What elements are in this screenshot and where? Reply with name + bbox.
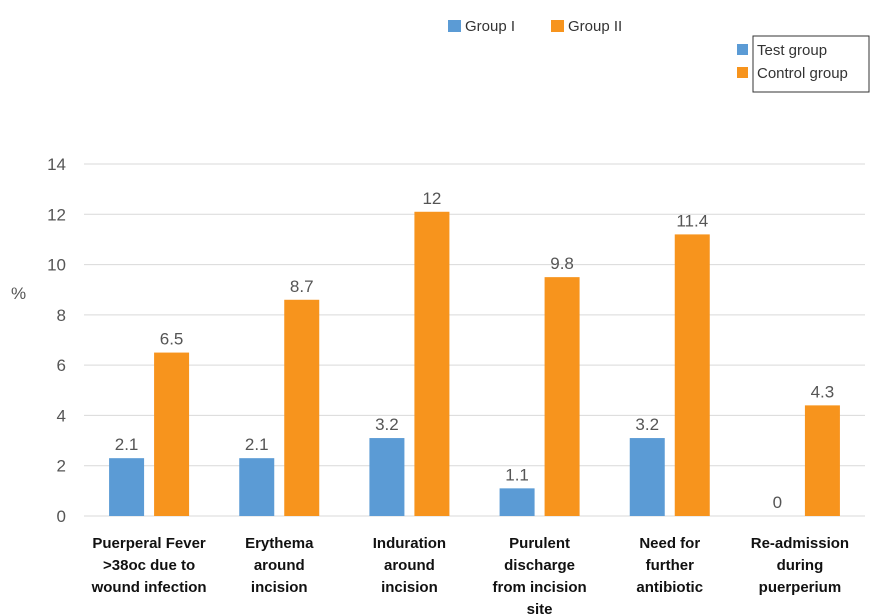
category-label-line: Erythema [245, 535, 314, 552]
y-axis-ticks: 0 2 4 6 8 10 12 14 [47, 155, 66, 526]
category-label-line: during [777, 557, 824, 574]
y-tick-label: 14 [47, 155, 66, 174]
data-label: 8.7 [290, 277, 314, 296]
bars [109, 211, 840, 516]
data-label: 0 [773, 493, 782, 512]
bar-group-1-2 [369, 438, 405, 516]
data-label: 9.8 [550, 254, 574, 273]
bar-group-2-5 [804, 405, 840, 516]
data-label: 1.1 [505, 465, 529, 484]
y-axis-label: % [11, 284, 26, 303]
legend-swatch-group-1 [448, 20, 461, 32]
bar-group-2-4 [674, 234, 710, 516]
bar-group-2-3 [544, 277, 580, 516]
bar-group-1-4 [629, 438, 665, 516]
legend-label-group-1: Group I [465, 18, 515, 35]
category-labels: Puerperal Fever >38oc due to wound infecti… [91, 535, 850, 614]
data-label: 2.1 [245, 435, 269, 454]
category-label-line: incision [381, 579, 438, 596]
category-label-line: wound infection [91, 579, 207, 596]
category-label-line: >38oc due to [103, 557, 195, 574]
grid-lines [84, 163, 865, 517]
bar-group-1-3 [499, 488, 535, 516]
data-label: 3.2 [375, 415, 399, 434]
legend-box-frame [752, 35, 870, 93]
data-label: 12 [422, 189, 441, 208]
bar-group-2-1 [284, 299, 320, 516]
category-label-line: puerperium [759, 579, 842, 596]
category-label-line: further [646, 557, 694, 574]
data-label: 11.4 [676, 211, 708, 230]
category-label-line: Re-admission [751, 535, 849, 552]
legend-label-group-2: Group II [568, 18, 622, 35]
data-label: 3.2 [635, 415, 659, 434]
category-label-line: Purulent [509, 535, 570, 552]
category-label-line: from incision [492, 579, 586, 596]
legend-label-control-group: Control group [757, 65, 848, 82]
y-tick-label: 8 [57, 306, 66, 325]
category-label-line: discharge [504, 557, 575, 574]
data-label: 2.1 [115, 435, 139, 454]
category-label-line: Induration [373, 535, 446, 552]
y-tick-label: 6 [57, 356, 66, 375]
legend-box: Test group Control group [737, 35, 870, 93]
legend-swatch-test-group [737, 44, 748, 55]
legend-top: Group I Group II [448, 18, 622, 35]
category-label-line: incision [251, 579, 308, 596]
legend-label-test-group: Test group [757, 42, 827, 59]
category-label-line: around [254, 557, 305, 574]
category-label-line: Puerperal Fever [92, 535, 206, 552]
y-tick-label: 4 [57, 406, 66, 425]
bar-group-2-2 [414, 211, 450, 516]
category-label-line: antibiotic [636, 579, 703, 596]
category-label-line: site [527, 601, 553, 614]
y-tick-label: 12 [47, 205, 66, 224]
data-label: 6.5 [160, 330, 184, 349]
data-labels: 2.1 6.5 2.1 8.7 3.2 12 1.1 9.8 3.2 11.4 0 4.3 [115, 189, 834, 512]
bar-group-1-1 [239, 458, 275, 516]
bar-group-2-0 [154, 352, 190, 516]
legend-swatch-group-2 [551, 20, 564, 32]
y-tick-label: 0 [57, 507, 66, 526]
data-label: 4.3 [811, 382, 835, 401]
y-tick-label: 10 [47, 256, 66, 275]
y-tick-label: 2 [57, 457, 66, 476]
legend-swatch-control-group [737, 67, 748, 78]
category-label-line: around [384, 557, 435, 574]
category-label-line: Need for [639, 535, 700, 552]
bar-group-1-0 [109, 458, 145, 516]
